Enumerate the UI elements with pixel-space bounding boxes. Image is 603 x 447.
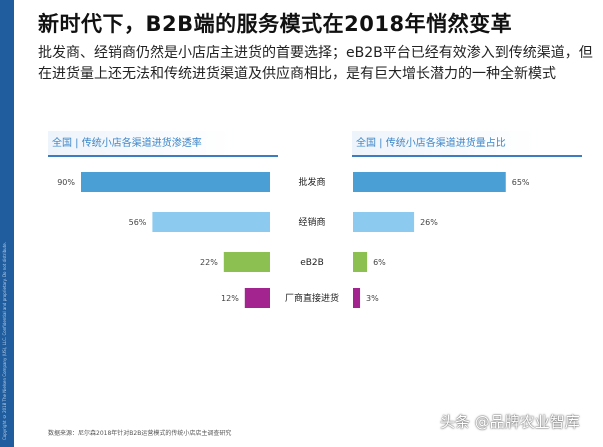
left-bar-0 (81, 172, 270, 192)
left-chart-title: 全国 | 传统小店各渠道进货渗透率 (48, 131, 278, 157)
left-value-label-2: 22% (200, 258, 218, 267)
left-bar-1 (152, 212, 270, 232)
page-subtitle: 批发商、经销商仍然是小店店主进货的首要选择；eB2B平台已经有效渗入到传统渠道，… (38, 45, 593, 82)
right-value-label-2: 6% (373, 258, 386, 267)
right-value-label-1: 26% (420, 218, 438, 227)
watermark: 头条 @品牌农业智库 (440, 413, 580, 431)
right-bar-1 (353, 212, 415, 232)
left-value-label-3: 12% (221, 294, 239, 303)
side-strip: Copyright © 2018 The Nielsen Company (US… (0, 0, 14, 447)
page-title: 新时代下，B2B端的服务模式在2018年悄然变革 (38, 12, 513, 36)
category-label-3: 厂商直接进货 (285, 292, 339, 304)
right-chart-title: 全国 | 传统小店各渠道进货量占比 (352, 131, 582, 157)
right-bar-3 (353, 288, 361, 308)
right-value-label-0: 65% (512, 178, 530, 187)
right-value-label-3: 3% (366, 294, 379, 303)
source-note: 数据来源：尼尔森2018年针对B2B运营模式的传统小店店主调查研究 (48, 430, 232, 437)
category-label-0: 批发商 (298, 176, 325, 188)
left-value-label-0: 90% (57, 178, 75, 187)
right-bar-2 (353, 252, 368, 272)
category-label-2: eB2B (300, 258, 324, 268)
left-bar-2 (223, 252, 270, 272)
left-bar-3 (244, 288, 270, 308)
left-value-label-1: 56% (129, 218, 147, 227)
right-bar-0 (353, 172, 506, 192)
category-label-1: 经销商 (298, 216, 325, 228)
